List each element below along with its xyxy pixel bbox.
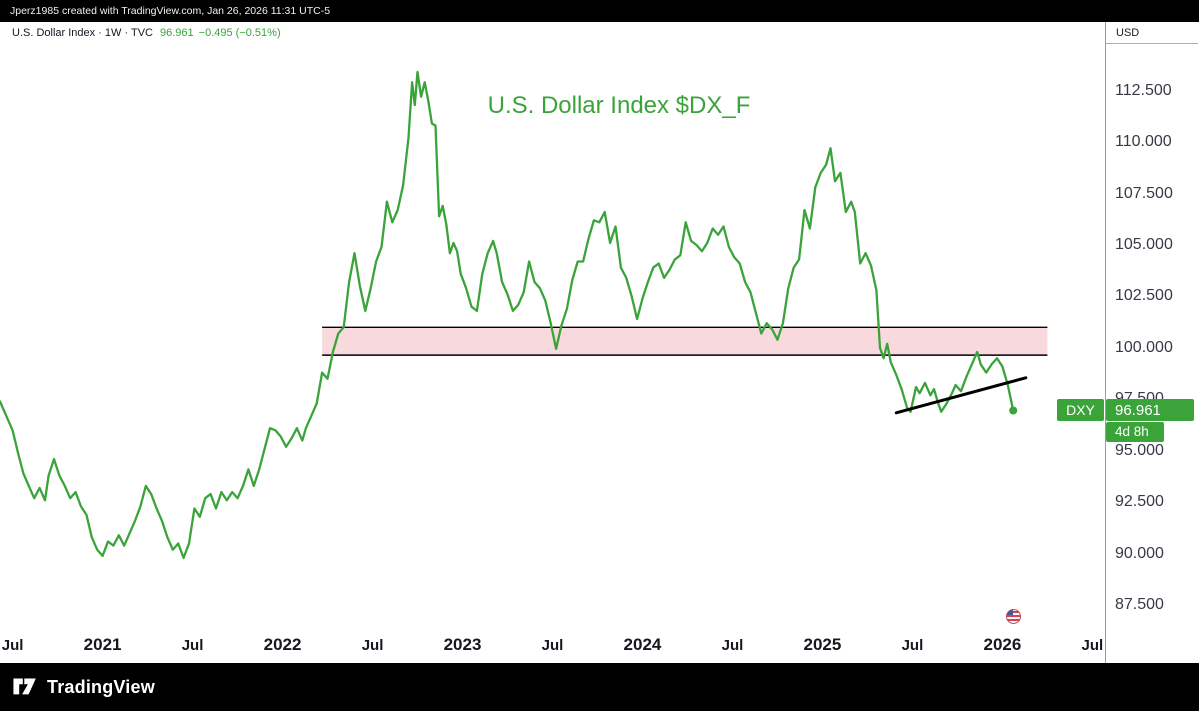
resistance-zone[interactable] — [322, 327, 1048, 356]
x-axis-tick-label: Jul — [181, 637, 204, 654]
currency-label: USD — [1116, 27, 1140, 39]
attribution-bar: Jperz1985 created with TradingView.com, … — [0, 0, 1199, 22]
chart-canvas[interactable] — [0, 22, 1105, 630]
footer-bar: TradingView — [0, 663, 1199, 711]
x-axis-tick-label: Jul — [541, 637, 564, 654]
x-axis-tick-label: 2022 — [263, 635, 302, 654]
attribution-text: Jperz1985 created with TradingView.com, … — [10, 5, 331, 17]
x-axis-tick-label: Jul — [361, 637, 384, 654]
time-axis[interactable]: Jul 2021 Jul 2022 Jul 2023 Jul 2024 Jul 2025 Jul 20… — [0, 630, 1105, 663]
y-axis-tick-label: 87.500 — [1115, 596, 1164, 614]
y-axis-tick-label: 110.000 — [1115, 133, 1172, 151]
chart-title-annotation[interactable]: U.S. Dollar Index $DX_F — [487, 92, 751, 119]
tradingview-brand-text[interactable]: TradingView — [47, 676, 155, 697]
y-axis-tick-label: 92.500 — [1115, 493, 1164, 511]
x-axis-tick-label: 2023 — [443, 635, 482, 654]
last-price-dot — [1009, 406, 1018, 415]
x-axis-tick-label: Jul — [721, 637, 744, 654]
x-axis-tick-label: 2024 — [623, 635, 662, 654]
y-axis-tick-label: 95.000 — [1115, 441, 1164, 459]
x-axis-tick-label: Jul — [1081, 637, 1104, 654]
y-axis-tick-label: 90.000 — [1115, 544, 1164, 562]
bar-countdown-label: 4d 8h — [1106, 421, 1164, 442]
y-axis-tick-label: 105.000 — [1115, 235, 1173, 253]
bar-countdown-value: 4d 8h — [1115, 424, 1149, 440]
y-axis-tick-label: 112.500 — [1115, 81, 1172, 99]
y-axis-tick-label: 102.500 — [1115, 287, 1173, 305]
last-price-label: 96.961 — [1106, 399, 1194, 422]
legend-change: −0.495 (−0.51%) — [198, 27, 281, 39]
currency-axis-header: USD — [1106, 22, 1198, 44]
x-axis-tick-label: 2021 — [83, 635, 122, 654]
symbol-ticker-label: DXY — [1066, 402, 1095, 419]
y-axis-tick-label: 107.500 — [1115, 184, 1173, 202]
x-axis-tick-label: 2026 — [983, 635, 1022, 654]
x-axis-tick-label: 2025 — [803, 635, 842, 654]
x-axis-tick-label: Jul — [901, 637, 924, 654]
y-axis-tick-label: 100.000 — [1115, 338, 1173, 356]
trendline[interactable] — [894, 376, 1028, 415]
price-axis[interactable]: USD 112.500 110.000 107.500 105.000 102.500 1… — [1105, 22, 1199, 663]
x-axis-tick-label: Jul — [1, 637, 24, 654]
symbol-info: U.S. Dollar Index · 1W · TVC — [12, 27, 153, 39]
us-flag-icon[interactable] — [1005, 608, 1022, 630]
last-price-value: 96.961 — [1115, 401, 1161, 419]
tradingview-logo-icon[interactable] — [12, 674, 38, 701]
symbol-legend[interactable]: U.S. Dollar Index · 1W · TVC 96.961 −0.495… — [12, 27, 281, 39]
symbol-price-flag: DXY — [1057, 399, 1104, 422]
legend-last-price: 96.961 — [160, 27, 194, 39]
price-series-line — [0, 70, 1015, 560]
